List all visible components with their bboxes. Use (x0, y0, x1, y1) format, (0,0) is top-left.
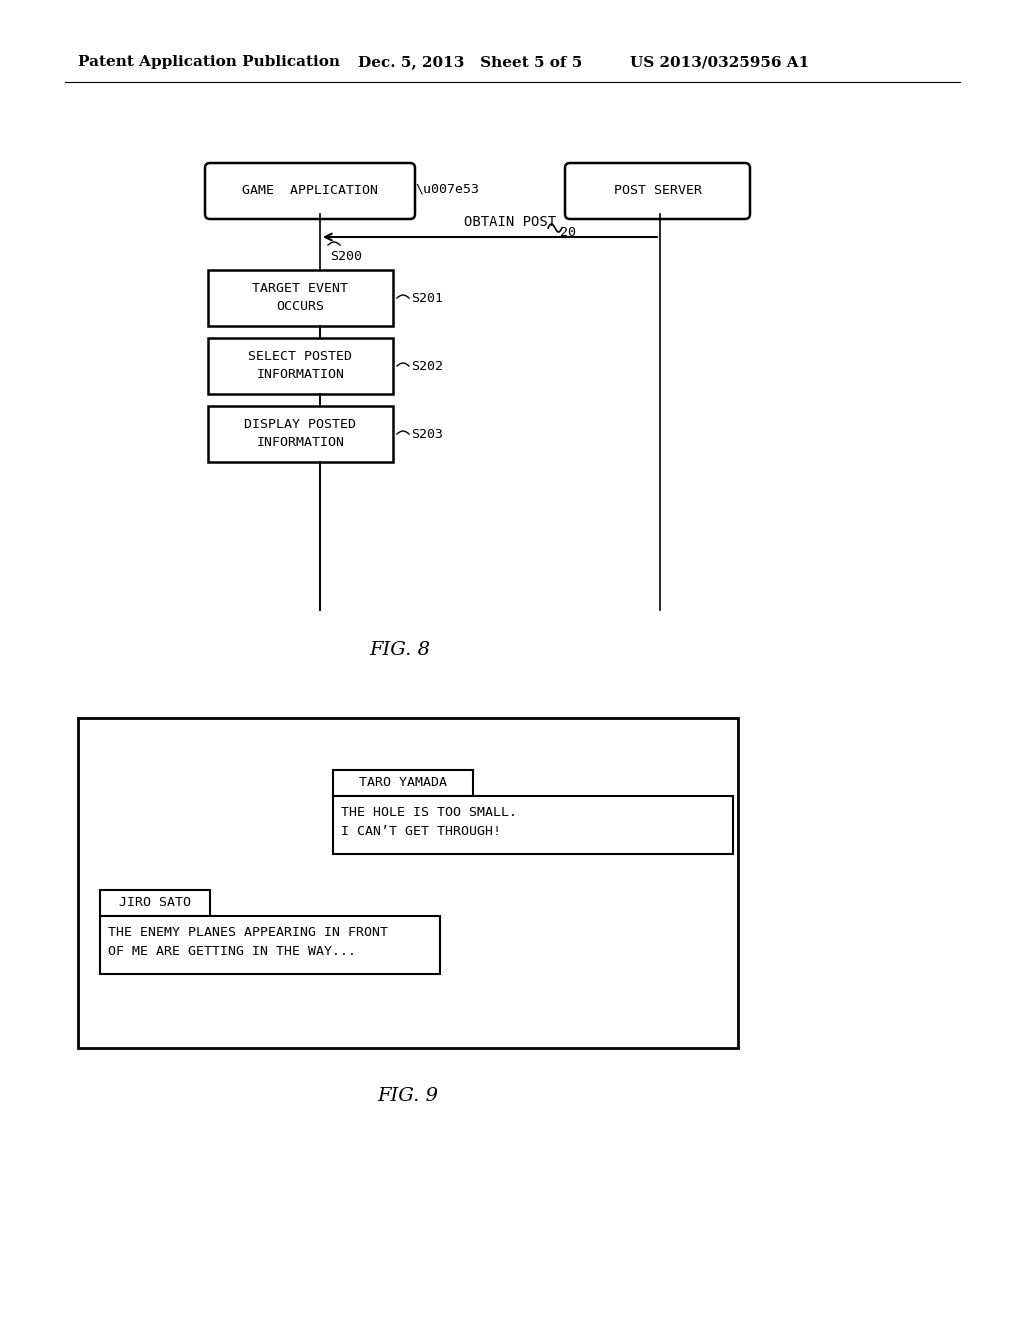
Text: S201: S201 (411, 292, 443, 305)
Text: JIRO SATO: JIRO SATO (119, 896, 191, 909)
Bar (100, 916, 440, 974)
FancyBboxPatch shape (565, 162, 750, 219)
Text: 20: 20 (560, 226, 575, 239)
Bar (333, 796, 733, 854)
Text: S200: S200 (330, 251, 362, 264)
Text: S202: S202 (411, 359, 443, 372)
Text: OBTAIN POST: OBTAIN POST (464, 215, 556, 228)
Text: S203: S203 (411, 428, 443, 441)
Bar (78, 718, 738, 1048)
Bar (208, 338, 393, 393)
Text: TARGET EVENT
OCCURS: TARGET EVENT OCCURS (253, 282, 348, 314)
Text: DISPLAY POSTED
INFORMATION: DISPLAY POSTED INFORMATION (245, 418, 356, 450)
Bar (208, 271, 393, 326)
FancyBboxPatch shape (205, 162, 415, 219)
Text: US 2013/0325956 A1: US 2013/0325956 A1 (630, 55, 809, 69)
Text: TARO YAMADA: TARO YAMADA (359, 776, 447, 789)
Bar (208, 407, 393, 462)
Text: FIG. 8: FIG. 8 (370, 642, 430, 659)
Text: THE ENEMY PLANES APPEARING IN FRONT
OF ME ARE GETTING IN THE WAY...: THE ENEMY PLANES APPEARING IN FRONT OF M… (108, 927, 388, 958)
Bar (100, 890, 210, 916)
Text: POST SERVER: POST SERVER (613, 185, 701, 198)
Bar (333, 770, 473, 796)
Text: Patent Application Publication: Patent Application Publication (78, 55, 340, 69)
Text: GAME  APPLICATION: GAME APPLICATION (242, 185, 378, 198)
Text: Dec. 5, 2013   Sheet 5 of 5: Dec. 5, 2013 Sheet 5 of 5 (358, 55, 583, 69)
Text: SELECT POSTED
INFORMATION: SELECT POSTED INFORMATION (249, 351, 352, 381)
Text: \u007e53: \u007e53 (415, 182, 479, 195)
Text: THE HOLE IS TOO SMALL.
I CAN’T GET THROUGH!: THE HOLE IS TOO SMALL. I CAN’T GET THROU… (341, 807, 517, 838)
Text: FIG. 9: FIG. 9 (378, 1086, 438, 1105)
